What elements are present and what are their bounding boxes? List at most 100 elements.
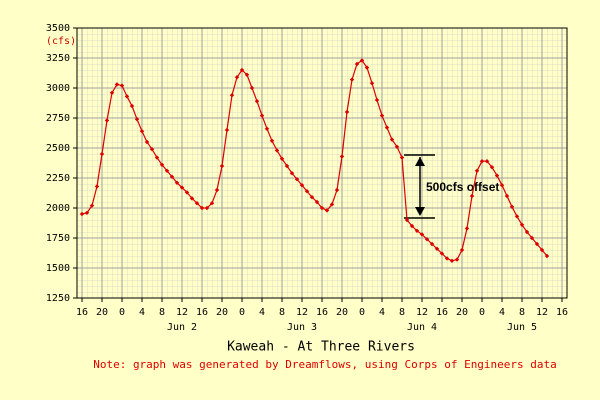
data-point (354, 61, 360, 67)
data-point (444, 256, 450, 261)
data-point (139, 129, 145, 134)
data-point (479, 159, 485, 164)
data-point (239, 67, 245, 73)
y-unit-label: (cfs) (46, 36, 76, 47)
data-point (269, 138, 275, 143)
y-tick-label: 3000 (46, 83, 70, 94)
data-point (134, 117, 140, 122)
note: Note: graph was generated by Dreamflows,… (93, 358, 557, 371)
x-tick-label: 20 (336, 307, 348, 318)
data-point (249, 85, 255, 91)
data-point (284, 163, 290, 169)
data-point (179, 185, 185, 190)
data-point (374, 97, 380, 103)
data-point (424, 237, 430, 242)
data-point (519, 222, 525, 227)
x-tick-label: 8 (279, 307, 285, 318)
data-point (539, 247, 545, 253)
data-point (459, 247, 465, 253)
x-tick-label: 20 (456, 307, 468, 318)
data-point (399, 155, 405, 160)
data-point (294, 177, 300, 182)
offset-arrow (404, 154, 435, 219)
data-point (204, 205, 210, 211)
data-point (324, 208, 330, 213)
data-point (534, 241, 540, 247)
y-tick-label: 1500 (46, 263, 70, 274)
data-point (184, 190, 190, 195)
x-tick-label: 0 (479, 307, 485, 318)
data-point (389, 137, 395, 142)
data-point (219, 163, 225, 169)
data-point (504, 193, 510, 199)
data-point (94, 184, 100, 189)
x-tick-label: 4 (379, 307, 385, 318)
x-tick-label: 16 (316, 307, 328, 318)
x-tick-label: 8 (399, 307, 405, 318)
data-point (174, 180, 180, 185)
data-point (209, 201, 215, 206)
data-point (429, 241, 435, 247)
x-tick-label: 16 (436, 307, 448, 318)
data-point (159, 162, 165, 167)
day-label: Jun 2 (167, 322, 197, 333)
data-point (419, 232, 425, 237)
x-tick-label: 12 (536, 307, 548, 318)
data-point (364, 65, 370, 70)
data-point (514, 214, 520, 219)
data-point (154, 155, 160, 160)
x-tick-label: 4 (139, 307, 145, 318)
x-tick-label: 12 (296, 307, 308, 318)
x-tick-label: 16 (76, 307, 88, 318)
day-label: Jun 3 (287, 322, 317, 333)
data-point (84, 210, 90, 215)
data-point (229, 93, 235, 98)
data-point (114, 82, 120, 87)
day-label: Jun 5 (507, 322, 537, 333)
y-tick-label: 3500 (46, 23, 70, 34)
x-tick-label: 16 (196, 307, 208, 318)
data-point (224, 127, 230, 133)
x-tick-label: 12 (176, 307, 188, 318)
data-point (254, 99, 260, 104)
y-tick-label: 2000 (46, 203, 70, 214)
annotation: 500cfs offset (426, 180, 499, 194)
data-point (169, 174, 175, 179)
data-point (494, 173, 500, 178)
data-point (319, 205, 325, 211)
data-point (484, 159, 490, 164)
x-tick-label: 4 (259, 307, 265, 318)
data-point (544, 253, 550, 259)
data-point (144, 139, 150, 145)
series-line (81, 59, 548, 262)
y-tick-label: 1250 (46, 293, 70, 304)
data-point (274, 148, 280, 153)
y-tick-label: 3250 (46, 53, 70, 64)
data-point (189, 196, 195, 201)
data-point (214, 187, 220, 193)
data-point (339, 154, 345, 159)
data-point (259, 113, 265, 118)
data-point (474, 168, 480, 173)
data-point (529, 235, 535, 241)
data-point (289, 171, 295, 176)
data-point (369, 81, 375, 86)
data-point (349, 77, 355, 82)
x-tick-label: 20 (216, 307, 228, 318)
data-point (414, 228, 420, 233)
data-point (299, 183, 305, 188)
data-point (199, 205, 205, 211)
x-tick-label: 8 (159, 307, 165, 318)
data-point (394, 144, 400, 149)
data-point (344, 109, 350, 115)
day-label: Jun 4 (407, 322, 437, 333)
data-point (149, 147, 155, 152)
x-tick-label: 16 (556, 307, 568, 318)
data-point (124, 94, 130, 99)
x-tick-label: 20 (96, 307, 108, 318)
data-point (119, 83, 125, 88)
data-point (329, 202, 335, 207)
chart-title: Kaweah - At Three Rivers (227, 340, 415, 355)
data-point (314, 199, 320, 205)
y-tick-label: 2500 (46, 143, 70, 154)
